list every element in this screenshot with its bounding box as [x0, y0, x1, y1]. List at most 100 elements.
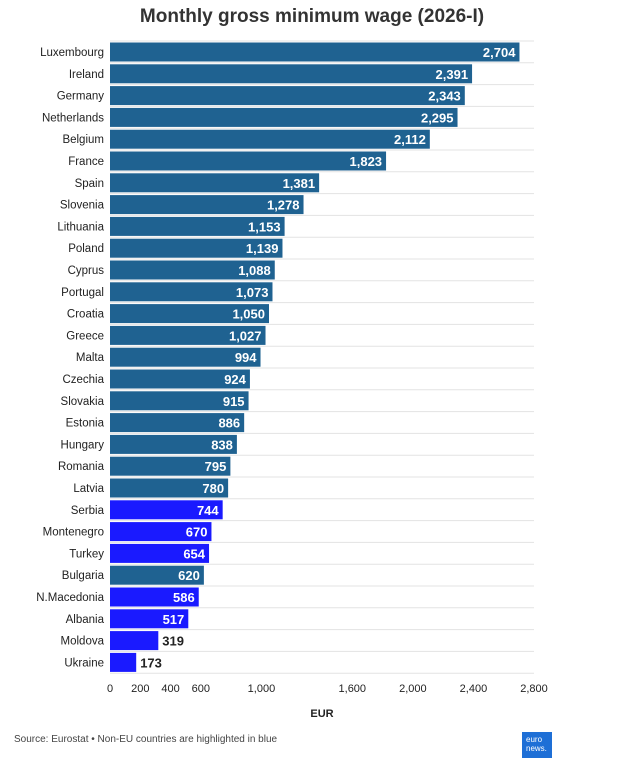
value-label: 1,139 — [246, 241, 279, 256]
bar — [110, 587, 199, 607]
category-label: Malta — [76, 352, 105, 364]
value-label: 2,704 — [483, 45, 516, 60]
bar — [110, 347, 261, 367]
x-tick-label: 1,000 — [248, 683, 276, 695]
category-label: Romania — [58, 461, 105, 473]
x-tick-labels: 0 200 400 600 1,000 1,600 2,000 2,400 2,800 — [107, 683, 548, 695]
bar — [110, 129, 430, 149]
category-label: Slovakia — [61, 396, 105, 408]
bar — [110, 195, 304, 215]
bar — [110, 391, 249, 411]
category-label: Spain — [75, 178, 104, 190]
value-label: 1,050 — [232, 307, 265, 322]
value-label: 1,278 — [267, 198, 300, 213]
category-label: Cyprus — [68, 265, 105, 277]
x-tick-label: 1,600 — [339, 683, 367, 695]
category-label: Turkey — [69, 548, 104, 560]
gridlines — [110, 40, 534, 674]
bar — [110, 565, 204, 585]
value-label: 1,088 — [238, 263, 271, 278]
bar — [110, 42, 520, 62]
bar — [110, 107, 458, 127]
bar — [110, 216, 285, 236]
category-label: Ukraine — [64, 657, 104, 669]
category-label: Netherlands — [42, 112, 104, 124]
x-tick-label: 0 — [107, 683, 113, 695]
bar — [110, 260, 275, 280]
category-label: Serbia — [71, 505, 105, 517]
value-label: 173 — [140, 655, 162, 670]
bar — [110, 543, 210, 563]
x-axis-label: EUR — [310, 708, 333, 720]
value-label: 886 — [218, 416, 240, 431]
value-label: 2,391 — [436, 67, 469, 82]
value-label: 1,823 — [350, 154, 383, 169]
chart-title: Monthly gross minimum wage (2026-I) — [139, 6, 485, 27]
value-label: 1,073 — [236, 285, 269, 300]
x-tick-label: 2,400 — [460, 683, 488, 695]
euronews-logo: euro news. — [522, 732, 552, 758]
bar — [110, 413, 245, 433]
bar — [110, 500, 223, 520]
source-note: Source: Eurostat • Non-EU countries are … — [14, 734, 278, 745]
category-label: Luxembourg — [40, 47, 104, 59]
value-label: 838 — [211, 437, 233, 452]
category-label: Belgium — [62, 134, 104, 146]
x-tick-label: 2,000 — [399, 683, 427, 695]
value-label: 1,381 — [283, 176, 316, 191]
category-label: Portugal — [61, 287, 104, 299]
category-label: Montenegro — [43, 527, 104, 539]
x-tick-label: 200 — [131, 683, 149, 695]
value-label: 319 — [162, 634, 184, 649]
category-label: Hungary — [61, 439, 105, 451]
x-tick-label: 400 — [161, 683, 179, 695]
bar — [110, 456, 231, 476]
value-label: 620 — [178, 568, 200, 583]
category-label: Slovenia — [60, 200, 105, 212]
bar — [110, 325, 266, 345]
value-label: 795 — [205, 459, 227, 474]
bar — [110, 631, 159, 651]
category-label: Ireland — [69, 69, 104, 81]
bar — [110, 478, 229, 498]
bar — [110, 64, 473, 84]
category-label: Estonia — [66, 418, 105, 430]
bar-chart: Luxembourg Ireland Germany Netherlands Belgi… — [36, 40, 548, 720]
bar — [110, 151, 387, 171]
value-label: 1,153 — [248, 219, 281, 234]
category-label: N.Macedonia — [36, 592, 104, 604]
value-label: 924 — [224, 372, 246, 387]
value-label: 517 — [163, 612, 185, 627]
value-label: 1,027 — [229, 328, 262, 343]
category-label: Lithuania — [57, 221, 104, 233]
category-label: Czechia — [62, 374, 104, 386]
bar — [110, 304, 269, 324]
bar — [110, 434, 237, 454]
value-label: 586 — [173, 590, 195, 605]
category-label: Croatia — [67, 309, 105, 321]
value-label: 994 — [235, 350, 257, 365]
bar — [110, 522, 212, 542]
value-label: 2,112 — [394, 132, 426, 147]
x-tick-label: 600 — [192, 683, 210, 695]
value-label: 654 — [183, 546, 205, 561]
bar — [110, 609, 189, 629]
value-label: 2,343 — [428, 89, 461, 104]
logo-text-euro: euro — [526, 735, 543, 744]
value-label: 670 — [186, 525, 208, 540]
category-label: Albania — [66, 614, 105, 626]
bars — [110, 42, 520, 672]
bar — [110, 86, 465, 106]
bar — [110, 282, 273, 302]
x-tick-label: 2,800 — [520, 683, 548, 695]
value-label: 915 — [223, 394, 245, 409]
value-labels: 2,704 2,391 2,343 2,295 2,112 1,823 1,381 1,278… — [140, 45, 516, 670]
bar — [110, 238, 283, 258]
category-label: Poland — [68, 243, 104, 255]
value-label: 2,295 — [421, 110, 454, 125]
category-labels: Luxembourg Ireland Germany Netherlands Belgi… — [36, 47, 104, 669]
category-label: Bulgaria — [62, 570, 105, 582]
category-label: France — [68, 156, 104, 168]
category-label: Greece — [66, 330, 104, 342]
value-label: 744 — [197, 503, 219, 518]
